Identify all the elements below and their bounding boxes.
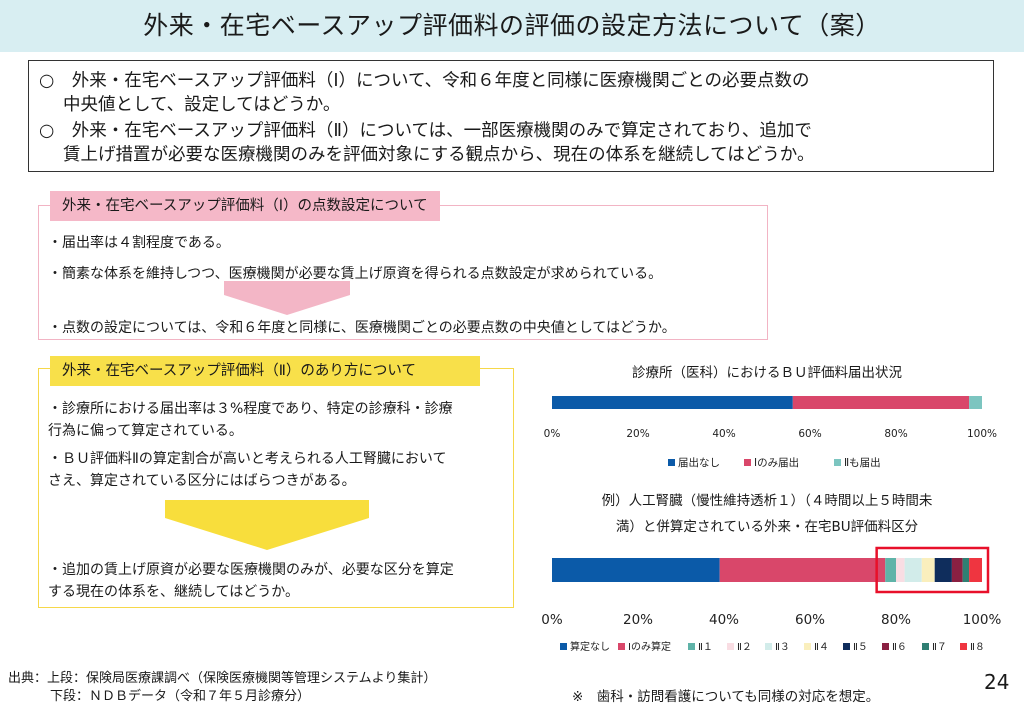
legend-label: Ⅱ５ bbox=[853, 642, 868, 653]
legend-label: 届出なし bbox=[678, 456, 720, 469]
down-arrow-icon bbox=[165, 500, 369, 550]
page-title: 外来・在宅ベースアップ評価料の評価の設定方法について（案） bbox=[143, 11, 881, 40]
axis-tick-label: 60% bbox=[798, 428, 821, 440]
bar-segment bbox=[904, 558, 922, 582]
chart-2-title-line: 例）人工腎臓（慢性維持透析１）（４時間以上５時間未 bbox=[601, 493, 933, 509]
panel-2-header: 外来・在宅ベースアップ評価料（Ⅱ）のあり方について bbox=[50, 356, 480, 386]
highlight-box bbox=[875, 546, 990, 594]
charts-svg: 0% 20% 40% 60% 80% 100% 届出なし Ⅰのみ届出 Ⅱも届出 0% 20% 40% 6… bbox=[541, 396, 1002, 653]
legend-label: Ⅱ４ bbox=[814, 642, 829, 653]
axis-tick-label: 0% bbox=[541, 612, 563, 628]
legend-label: Ⅱ８ bbox=[970, 642, 985, 653]
legend-label: Ⅱ３ bbox=[775, 642, 790, 653]
bar-segment bbox=[951, 558, 963, 582]
legend-swatch bbox=[922, 643, 929, 650]
legend-label: Ⅰのみ届出 bbox=[754, 456, 799, 469]
legend-label: Ⅱ２ bbox=[737, 642, 752, 653]
page-number: 24 bbox=[984, 670, 1010, 694]
legend-label: Ⅱ１ bbox=[698, 642, 713, 653]
legend-swatch bbox=[560, 643, 567, 650]
chart-1-title: 診療所（医科）におけるＢＵ評価料届出状況 bbox=[632, 365, 902, 381]
panel-2-bullet-line: ・ＢＵ評価料Ⅱの算定割合が高いと考えられる人工腎臓において bbox=[48, 451, 447, 467]
source-line: 出典：上段：保険局医療課調べ（保険医療機関等管理システムより集計） bbox=[8, 671, 437, 686]
bar-segment bbox=[969, 558, 982, 582]
panel-2-conclusion-line: ・追加の賃上げ原資が必要な医療機関のみが、必要な区分を算定 bbox=[48, 562, 454, 578]
title-bar bbox=[0, 0, 1024, 52]
down-arrow-icon bbox=[224, 281, 350, 315]
summary-line: 中央値として、設定してはどうか。 bbox=[63, 95, 341, 115]
legend-swatch bbox=[834, 459, 841, 466]
axis-tick-label: 60% bbox=[795, 612, 825, 628]
axis-tick-label: 40% bbox=[709, 612, 739, 628]
panel-2-bullet-line: ・診療所における届出率は３%程度であり、特定の診療科・診療 bbox=[48, 401, 453, 417]
legend-label: Ⅱ７ bbox=[932, 642, 947, 653]
axis-tick-label: 100% bbox=[967, 428, 997, 440]
legend-swatch bbox=[960, 643, 967, 650]
source-line: 下段：ＮＤＢデータ（令和７年５月診療分） bbox=[50, 689, 311, 704]
legend-swatch bbox=[688, 643, 695, 650]
legend-label: Ⅱ６ bbox=[892, 642, 907, 653]
legend-label: 算定なし bbox=[570, 640, 610, 653]
panel-2-bullet-line: 行為に偏って算定されている。 bbox=[48, 423, 243, 439]
legend-swatch bbox=[618, 643, 625, 650]
legend-swatch bbox=[765, 643, 772, 650]
summary-line: ○ 外来・在宅ベースアップ評価料（Ⅰ）について、令和６年度と同様に医療機関ごとの… bbox=[39, 71, 810, 91]
axis-tick-label: 40% bbox=[712, 428, 735, 440]
summary-box: ○ 外来・在宅ベースアップ評価料（Ⅰ）について、令和６年度と同様に医療機関ごとの… bbox=[28, 60, 994, 172]
legend-label: Ⅱも届出 bbox=[844, 456, 881, 469]
legend-swatch bbox=[882, 643, 889, 650]
summary-line: 賃上げ措置が必要な医療機関のみを評価対象にする観点から、現在の体系を継続してはど… bbox=[63, 145, 815, 165]
panel-2-bullet-2: ・ＢＵ評価料Ⅱの算定割合が高いと考えられる人工腎臓において さえ、算定されている… bbox=[48, 448, 446, 492]
panel-2-bullet-line: さえ、算定されている区分にはばらつきがある。 bbox=[48, 473, 356, 489]
bar-segment bbox=[792, 396, 970, 409]
chart-2-title-line: 満）と併算定されている外来・在宅BU評価料区分 bbox=[615, 519, 919, 535]
panel-1-header: 外来・在宅ベースアップ評価料（Ⅰ）の点数設定について bbox=[50, 191, 440, 221]
bar-segment bbox=[719, 558, 886, 582]
panel-2-bullet-1: ・診療所における届出率は３%程度であり、特定の診療科・診療 行為に偏って算定され… bbox=[48, 398, 453, 442]
bar-segment bbox=[934, 558, 952, 582]
footnote: ※ 歯科・訪問看護についても同様の対応を想定。 bbox=[572, 689, 880, 705]
legend-swatch bbox=[804, 643, 811, 650]
bar-segment bbox=[552, 396, 793, 409]
bar-segment bbox=[962, 558, 970, 582]
axis-tick-label: 20% bbox=[623, 612, 653, 628]
axis-tick-label: 20% bbox=[626, 428, 649, 440]
panel-1-bullet: ・届出率は４割程度である。 bbox=[48, 235, 230, 251]
panel-2-conclusion-line: する現在の体系を、継続してはどうか。 bbox=[48, 584, 300, 600]
legend-swatch bbox=[843, 643, 850, 650]
bar-segment bbox=[969, 396, 982, 409]
panel-2-conclusion: ・追加の賃上げ原資が必要な医療機関のみが、必要な区分を算定 する現在の体系を、継… bbox=[48, 559, 454, 603]
bar-segment bbox=[896, 558, 905, 582]
axis-tick-label: 100% bbox=[963, 612, 1002, 628]
legend-label: Ⅰのみ算定 bbox=[628, 640, 671, 653]
bar-segment bbox=[921, 558, 935, 582]
legend-swatch bbox=[668, 459, 675, 466]
axis-tick-label: 80% bbox=[884, 428, 907, 440]
axis-tick-label: 80% bbox=[881, 612, 911, 628]
panel-1-conclusion: ・点数の設定については、令和６年度と同様に、医療機関ごとの必要点数の中央値として… bbox=[48, 320, 676, 336]
bar-segment bbox=[885, 558, 896, 582]
summary-line: ○ 外来・在宅ベースアップ評価料（Ⅱ）については、一部医療機関のみで算定されてお… bbox=[39, 121, 812, 141]
legend-swatch bbox=[744, 459, 751, 466]
panel-1-bullet: ・簡素な体系を維持しつつ、医療機関が必要な賃上げ原資を得られる点数設定が求められ… bbox=[48, 266, 663, 282]
axis-tick-label: 0% bbox=[544, 428, 561, 440]
bar-segment bbox=[552, 558, 720, 582]
legend-swatch bbox=[727, 643, 734, 650]
